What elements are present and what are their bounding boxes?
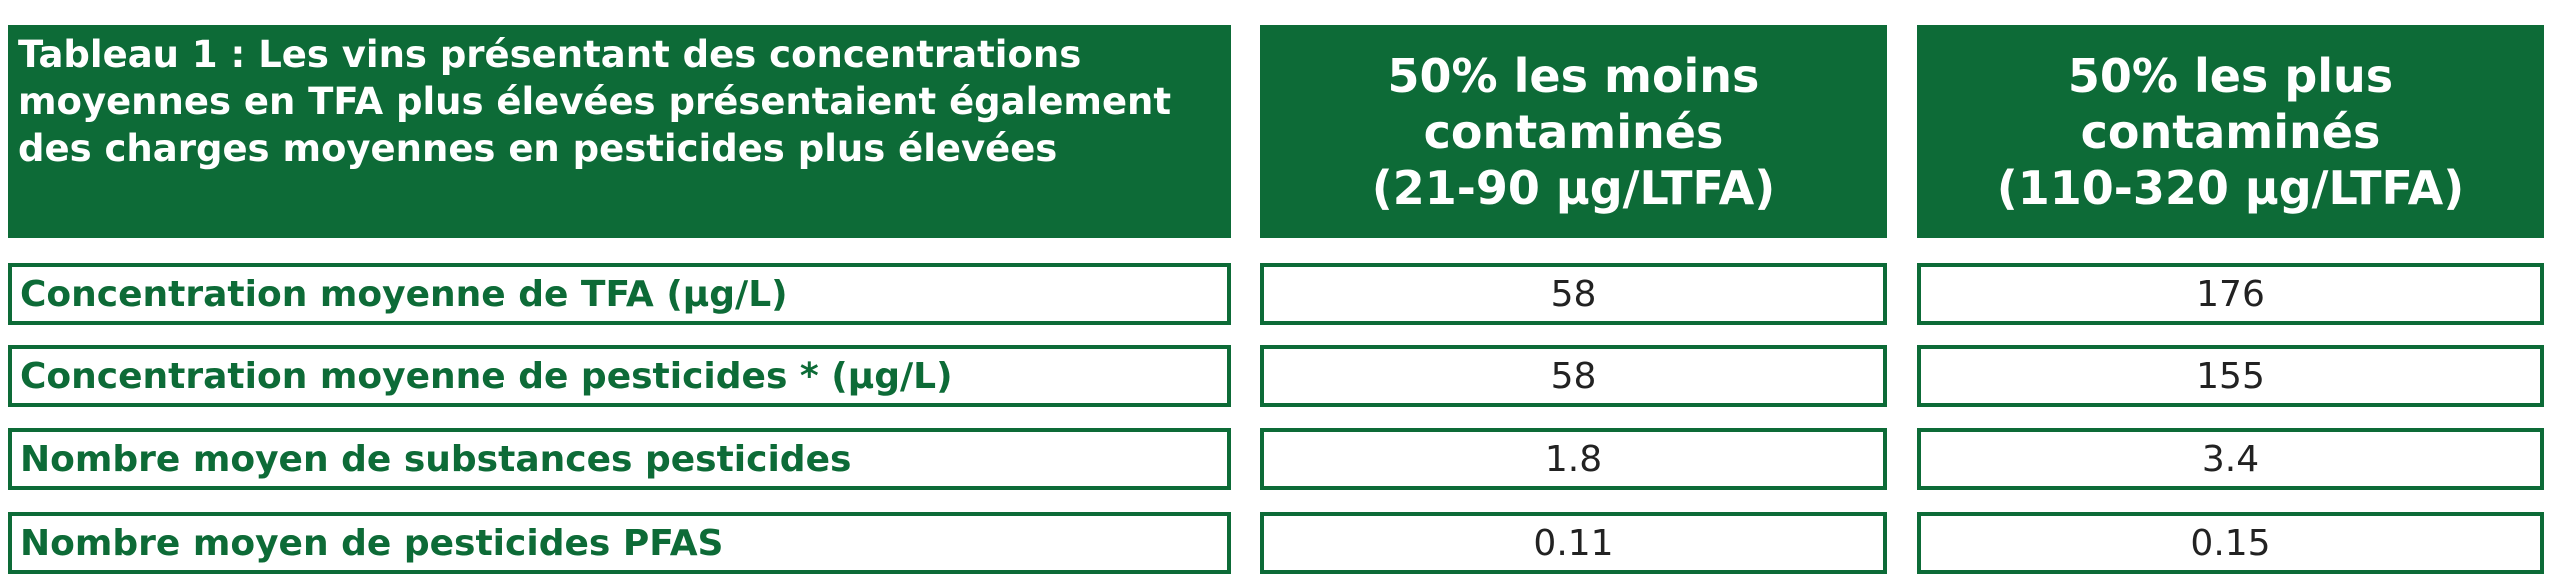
column-range: (21-90 µg/LTFA) bbox=[1371, 160, 1776, 215]
row-label: Concentration moyenne de TFA (µg/L) bbox=[8, 263, 1231, 325]
column-name: 50% les moins contaminés bbox=[1387, 48, 1760, 159]
cell-value: 1.8 bbox=[1260, 428, 1887, 490]
cell-value: 3.4 bbox=[1917, 428, 2544, 490]
table-title: Tableau 1 : Les vins présentant des conc… bbox=[8, 25, 1231, 238]
column-range: (110-320 µg/LTFA) bbox=[1996, 160, 2465, 215]
cell-value: 0.15 bbox=[1917, 512, 2544, 574]
column-name: 50% les plus contaminés bbox=[2067, 48, 2394, 159]
cell-value: 155 bbox=[1917, 345, 2544, 407]
row-label: Concentration moyenne de pesticides * (µ… bbox=[8, 345, 1231, 407]
cell-value: 0.11 bbox=[1260, 512, 1887, 574]
row-label: Nombre moyen de substances pesticides bbox=[8, 428, 1231, 490]
cell-value: 176 bbox=[1917, 263, 2544, 325]
column-header: 50% les plus contaminés (110-320 µg/LTFA) bbox=[1917, 25, 2544, 238]
cell-value: 58 bbox=[1260, 345, 1887, 407]
column-header: 50% les moins contaminés (21-90 µg/LTFA) bbox=[1260, 25, 1887, 238]
cell-value: 58 bbox=[1260, 263, 1887, 325]
row-label: Nombre moyen de pesticides PFAS bbox=[8, 512, 1231, 574]
